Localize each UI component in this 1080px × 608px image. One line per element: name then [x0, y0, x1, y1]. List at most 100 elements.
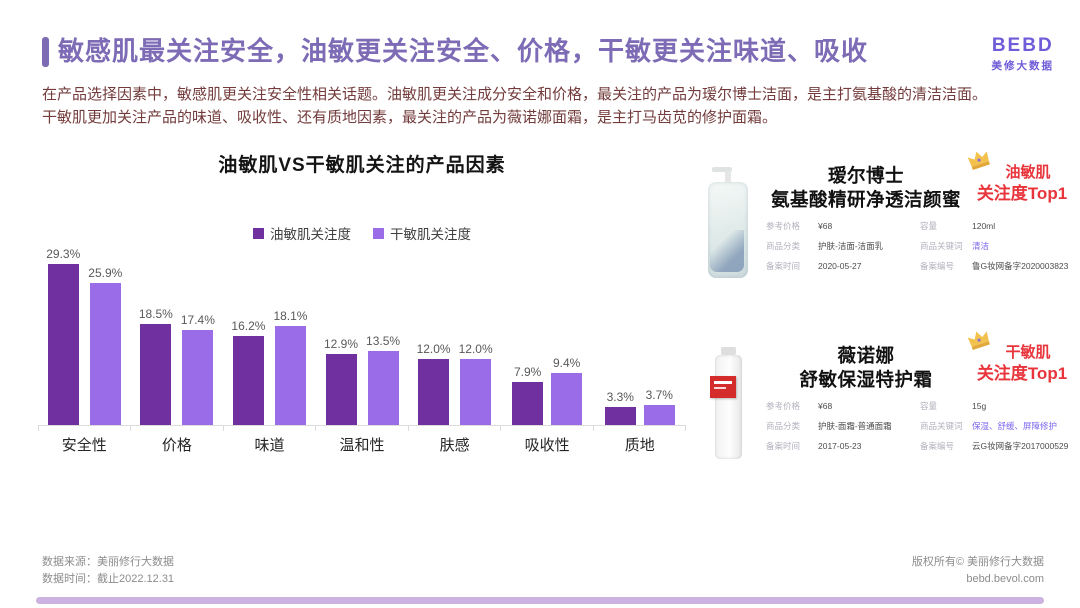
axis-tick [131, 426, 224, 431]
bar [460, 359, 492, 425]
tube-cap [721, 347, 736, 355]
detail-value: 鲁G妆网备字2020003823 [972, 261, 1069, 271]
title-accent-bar [42, 37, 49, 67]
page-title: 敏感肌最关注安全，油敏更关注安全、价格，干敏更关注味道、吸收 [58, 36, 869, 66]
top1-badge: 干敏肌 关注度Top1 [967, 331, 1072, 384]
detail-value: 120ml [972, 221, 996, 231]
detail-label: 备案编号 [920, 261, 955, 271]
category-label: 吸收性 [524, 437, 570, 454]
bar [604, 407, 636, 425]
bar [47, 264, 79, 425]
product-details-right: 容量 15g 商品关键词 保湿、舒缓、屏障修护 备案编号 云G妆网备字2017000529 [920, 400, 1072, 460]
detail-label: 备案时间 [766, 441, 801, 451]
x-axis [38, 425, 686, 431]
product-detail-row: 参考价格 ¥68 [766, 400, 916, 412]
bar [89, 283, 121, 425]
bar [274, 326, 306, 425]
bar-unit: 12.0% [459, 342, 493, 425]
detail-value: 15g [972, 401, 987, 411]
bar-group: 3.3% 3.7% [593, 388, 686, 425]
detail-value: 护肤-面霜-普通面霜 [818, 421, 892, 431]
bar-group: 12.9% 13.5% [316, 334, 409, 425]
product-brand: 瑷尔博士 [827, 165, 904, 186]
bar-unit: 9.4% [551, 356, 583, 425]
bar [512, 382, 544, 425]
product-name: 薇诺娜 舒敏保湿特护霜 [758, 344, 974, 392]
bar [551, 373, 583, 425]
bar-value-label: 12.0% [458, 342, 493, 356]
data-time-line: 数据时间：截止2022.12.31 [42, 572, 175, 585]
bar-value-label: 7.9% [513, 365, 542, 379]
data-source-note: 数据来源：美丽修行大数据 数据时间：截止2022.12.31 [42, 554, 174, 588]
product-detail-row: 参考价格 ¥68 [766, 220, 916, 232]
bar-value-label: 3.7% [645, 388, 673, 402]
product-detail-row: 商品分类 护肤-洁面-洁面乳 [766, 240, 916, 252]
legend-label: 油敏肌关注度 [270, 227, 351, 242]
bottle-label-swash [710, 230, 744, 272]
bottle-spout [712, 167, 732, 172]
axis-tick [594, 426, 686, 431]
bar-value-label: 12.9% [323, 337, 359, 351]
product-card-dry-sensitive-top1: 薇诺娜 舒敏保湿特护霜 干敏肌 关注度Top1 参考价格 ¥68 商品分类 护肤-面霜… [692, 331, 1072, 496]
product-details-left: 参考价格 ¥68 商品分类 护肤-面霜-普通面霜 备案时间 2017-05-23 [766, 400, 916, 460]
detail-value: ¥68 [818, 221, 833, 231]
top1-badge: 油敏肌 关注度Top1 [967, 151, 1072, 204]
bar-value-label: 3.3% [606, 390, 634, 404]
product-detail-row: 容量 15g [920, 400, 1072, 412]
copyright-note: 版权所有© 美丽修行大数据 bebd.bevol.com [912, 554, 1044, 588]
detail-label: 商品关键词 [920, 421, 963, 431]
bar-group: 7.9% 9.4% [501, 356, 594, 425]
product-series: 舒敏保湿特护霜 [799, 369, 933, 391]
legend-label: 干敏肌关注度 [390, 227, 471, 242]
bar-value-label: 12.0% [416, 342, 451, 356]
detail-value: 2017-05-23 [818, 441, 862, 451]
detail-label: 容量 [920, 401, 938, 411]
badge-skin-type: 油敏肌 [1005, 164, 1051, 181]
product-card-oil-sensitive-top1: 瑷尔博士 氨基酸精研净透洁颜蜜 油敏肌 关注度Top1 参考价格 ¥68 商品分类 护… [692, 151, 1072, 316]
intro-paragraph: 在产品选择因素中，敏感肌更关注安全性相关话题。油敏肌更关注成分安全和价格，最关注… [42, 86, 988, 126]
detail-value: 保湿、舒缓、屏障修护 [972, 421, 1058, 431]
tube-body [715, 355, 742, 459]
product-detail-row: 备案编号 云G妆网备字2017000529 [920, 440, 1072, 452]
bar-value-label: 18.5% [138, 307, 173, 321]
detail-value: 2020-05-27 [818, 261, 862, 271]
badge-skin-type: 干敏肌 [1005, 344, 1051, 361]
detail-label: 参考价格 [766, 401, 801, 411]
bar-group: 12.0% 12.0% [408, 342, 501, 425]
product-detail-row: 备案编号 鲁G妆网备字2020003823 [920, 260, 1072, 272]
bar-chart: 油敏肌VS干敏肌关注的产品因素 油敏肌关注度 干敏肌关注度 29.3% 25.9% 1… [38, 150, 686, 455]
crown-icon [965, 147, 996, 179]
bar-unit: 18.5% [139, 307, 173, 425]
legend-item: 油敏肌关注度 [253, 223, 351, 243]
bar [182, 330, 214, 425]
badge-rank: 关注度Top1 [976, 183, 1068, 203]
bar-unit: 29.3% [46, 247, 80, 425]
category-label: 质地 [624, 437, 655, 454]
bar-value-label: 16.2% [231, 319, 266, 333]
bar-unit: 18.1% [273, 309, 307, 425]
bottom-decor-bar [36, 597, 1044, 604]
legend-item: 干敏肌关注度 [373, 223, 471, 243]
category-label: 价格 [161, 437, 192, 454]
bar-group: 18.5% 17.4% [131, 307, 224, 425]
axis-tick [316, 426, 409, 431]
bar [232, 336, 264, 425]
bar [418, 359, 450, 425]
product-detail-row: 商品关键词 保湿、舒缓、屏障修护 [920, 420, 1072, 432]
bar-unit: 25.9% [88, 266, 122, 425]
category-label: 温和性 [339, 437, 385, 454]
chart-legend: 油敏肌关注度 干敏肌关注度 [38, 223, 686, 243]
bar-unit: 13.5% [366, 334, 400, 425]
bar-value-label: 18.1% [273, 309, 308, 323]
bar [643, 405, 675, 425]
bottle-stem [725, 171, 731, 182]
bar-unit: 16.2% [231, 319, 265, 425]
chart-plot: 29.3% 25.9% 18.5% 17.4% 16.2% 18.1% 12.9% 13.5%… [38, 247, 686, 425]
bar-group: 16.2% 18.1% [223, 309, 316, 425]
product-detail-row: 商品分类 护肤-面霜-普通面霜 [766, 420, 916, 432]
product-detail-row: 容量 120ml [920, 220, 1072, 232]
bar-unit: 3.3% [604, 390, 636, 425]
product-image-tube [696, 344, 760, 464]
site-line: bebd.bevol.com [966, 572, 1044, 585]
